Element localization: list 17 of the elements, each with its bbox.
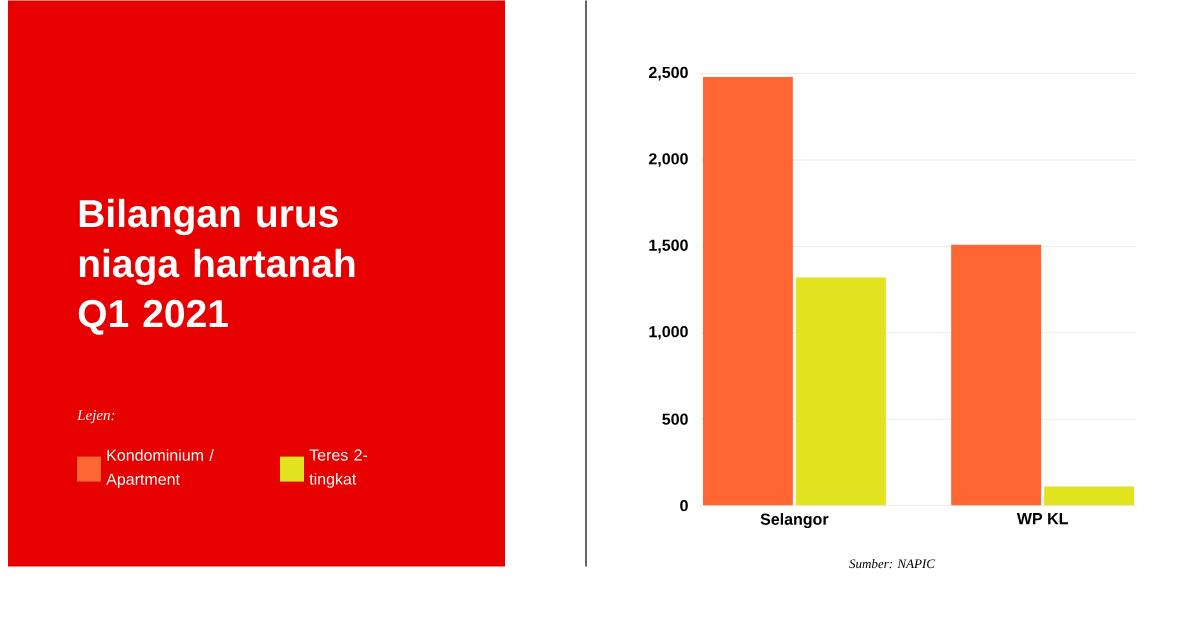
- x-tick-label: WP KL: [1016, 513, 1068, 525]
- legend-label: Teres 2-tingkat: [309, 449, 368, 489]
- legend-label: Kondominium / Apartment: [106, 449, 214, 489]
- y-tick-label: 500: [662, 413, 688, 426]
- bar: [1044, 486, 1135, 506]
- text: Sumber: NAPIC: [849, 559, 936, 569]
- y-tick-label: 1,500: [649, 239, 688, 254]
- text: Bilangan urus niaga hartanah Q1 2021: [78, 198, 355, 335]
- bar: [702, 77, 793, 506]
- legend-title: Lejen:: [77, 410, 115, 424]
- y-tick-label: 1,000: [649, 326, 688, 340]
- x-tick-label: Selangor: [760, 513, 829, 529]
- y-tick-label: 2,000: [648, 153, 688, 168]
- y-tick-label: 2,500: [648, 66, 688, 81]
- y-tick-label: 0: [680, 500, 688, 512]
- bar: [951, 244, 1042, 506]
- bar: [795, 277, 886, 506]
